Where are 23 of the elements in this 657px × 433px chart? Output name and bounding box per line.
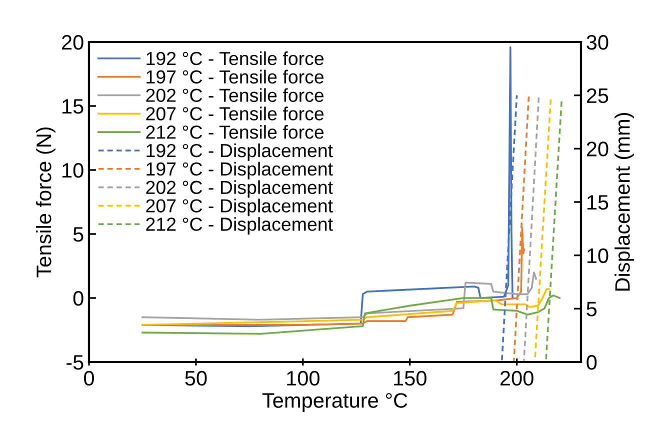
- y-axis-title: Tensile force (N): [36, 127, 56, 278]
- x-tick-label: 50: [185, 370, 207, 386]
- x-tick-label: 200: [500, 370, 534, 386]
- y-tick-label: 15: [62, 99, 84, 114]
- x-axis-title: Temperature °C: [262, 393, 408, 412]
- y2-tick-label: 25: [586, 88, 608, 104]
- y2-tick-label: 20: [586, 142, 608, 156]
- y2-tick-label: 10: [587, 248, 608, 264]
- y-tick-label: 10: [62, 163, 84, 178]
- y2-tick-label: 30: [586, 35, 608, 50]
- y2-tick-label: 0: [586, 355, 597, 370]
- x-tick-label: 100: [287, 370, 320, 386]
- y-tick-label: 20: [62, 35, 84, 50]
- y-tick-label: 0: [73, 291, 84, 306]
- y2-tick-label: 5: [586, 302, 597, 316]
- y-tick-label: -5: [66, 355, 84, 370]
- x-tick-label: 0: [84, 370, 94, 386]
- legend-label: 192 °C - Tensile force: [146, 51, 324, 66]
- y2-axis-title: Displacement (mm): [614, 112, 634, 291]
- y2-tick-label: 15: [587, 195, 608, 210]
- x-tick-label: 150: [394, 370, 426, 386]
- y-tick-label: 5: [73, 227, 84, 242]
- legend-label: 197 °C - Tensile force: [146, 70, 324, 84]
